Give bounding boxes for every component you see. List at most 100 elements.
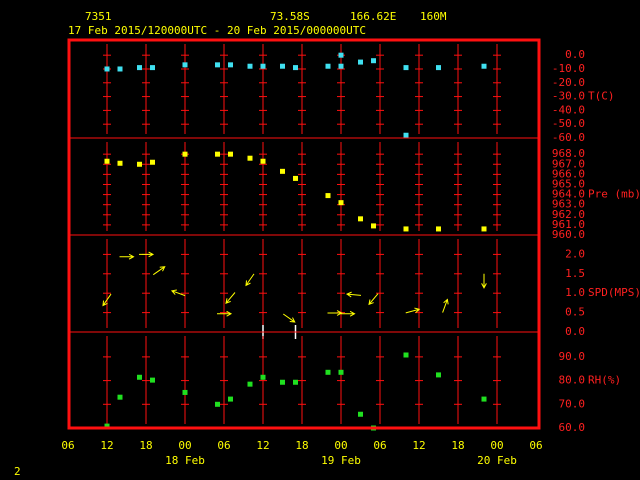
data-point [403, 352, 409, 358]
data-point [260, 374, 266, 380]
data-point [104, 158, 110, 164]
wind-arrow [170, 289, 186, 297]
data-point [293, 379, 298, 385]
y-tick-label: -40.0 [552, 103, 585, 116]
data-point [338, 63, 344, 69]
data-point [228, 396, 233, 402]
x-tick-label: 06 [529, 439, 542, 452]
data-point [137, 65, 142, 71]
x-tick-label: 12 [412, 439, 425, 452]
elevation: 160M [420, 10, 447, 23]
y-tick-label: 90.0 [559, 350, 586, 363]
x-tick-label: 12 [256, 439, 269, 452]
data-point [280, 63, 285, 69]
y-tick-label: 967.0 [552, 157, 585, 170]
data-point [325, 193, 331, 199]
y-tick-label: -10.0 [552, 62, 585, 75]
data-point [260, 63, 266, 69]
y-tick-label: 964.0 [552, 188, 585, 201]
data-point [215, 62, 220, 68]
wind-arrow [442, 298, 449, 313]
data-point [228, 151, 233, 157]
data-point [338, 200, 344, 206]
data-point [182, 62, 188, 68]
x-tick-label: 00 [178, 439, 191, 452]
data-point [358, 411, 363, 417]
y-tick-label: 2.0 [565, 247, 585, 260]
wind-arrow [345, 291, 362, 298]
data-point [247, 381, 253, 387]
y-axis-label: RH(%) [588, 374, 621, 387]
data-point [215, 401, 220, 407]
date-label: 18 Feb [165, 454, 205, 467]
y-tick-label: 966.0 [552, 167, 585, 180]
y-tick-label: -60.0 [552, 131, 585, 144]
wind-arrow [282, 313, 296, 323]
y-tick-label: 963.0 [552, 198, 585, 211]
y-axis-label: SPD(MPS) [588, 286, 640, 299]
data-point [403, 65, 409, 71]
y-tick-label: 0.0 [565, 48, 585, 61]
wind-arrow [405, 307, 421, 314]
wind-arrow [102, 293, 112, 307]
data-point [403, 226, 409, 232]
data-point [371, 223, 376, 229]
date-label: 19 Feb [321, 454, 361, 467]
wind-arrow [368, 293, 379, 306]
y-tick-label: 1.5 [565, 267, 585, 280]
y-tick-label: -50.0 [552, 117, 585, 130]
data-point [150, 377, 155, 383]
y-axis-label: T(C) [588, 90, 615, 103]
wind-arrow [217, 310, 233, 317]
data-point [338, 369, 344, 375]
plot-frame [67, 38, 541, 430]
data-point [117, 394, 123, 400]
data-point [247, 63, 253, 69]
data-point [215, 151, 220, 157]
wind-arrow [139, 251, 155, 258]
data-point [325, 63, 331, 69]
x-tick-label: 18 [295, 439, 308, 452]
x-tick-label: 18 [451, 439, 464, 452]
period: 17 Feb 2015/120000UTC - 20 Feb 2015/0000… [68, 24, 366, 37]
data-point [436, 372, 441, 378]
y-tick-label: 70.0 [559, 397, 586, 410]
wind-arrow [327, 310, 343, 316]
y-tick-label: 962.0 [552, 208, 585, 221]
data-point [481, 396, 487, 402]
data-point [104, 423, 110, 429]
wind-arrow [340, 310, 356, 317]
x-tick-label: 00 [334, 439, 347, 452]
data-point [436, 65, 441, 71]
data-point [182, 389, 188, 395]
x-tick-label: 00 [490, 439, 503, 452]
data-point [280, 379, 285, 385]
data-point [358, 216, 363, 222]
data-point [280, 168, 285, 174]
wind-arrow [225, 292, 236, 305]
data-point [436, 226, 441, 232]
y-tick-label: 968.0 [552, 147, 585, 160]
data-point [358, 59, 363, 65]
y-tick-label: 961.0 [552, 218, 585, 231]
data-point [228, 62, 233, 68]
data-point [293, 175, 298, 181]
wind-arrow [245, 273, 255, 287]
y-tick-label: 0.0 [565, 325, 585, 338]
station: 7351 [85, 10, 112, 23]
data-point [117, 66, 123, 72]
data-point [104, 66, 110, 72]
data-point [182, 151, 188, 157]
data-point [293, 65, 298, 71]
wind-arrow [481, 273, 487, 289]
data-point [137, 374, 142, 380]
data-point [150, 65, 155, 71]
x-tick-label: 06 [61, 439, 74, 452]
x-tick-label: 18 [139, 439, 152, 452]
y-tick-label: 80.0 [559, 374, 586, 387]
data-point [338, 52, 344, 58]
x-tick-label: 06 [373, 439, 386, 452]
x-tick-label: 12 [100, 439, 113, 452]
y-tick-label: -20.0 [552, 76, 585, 89]
